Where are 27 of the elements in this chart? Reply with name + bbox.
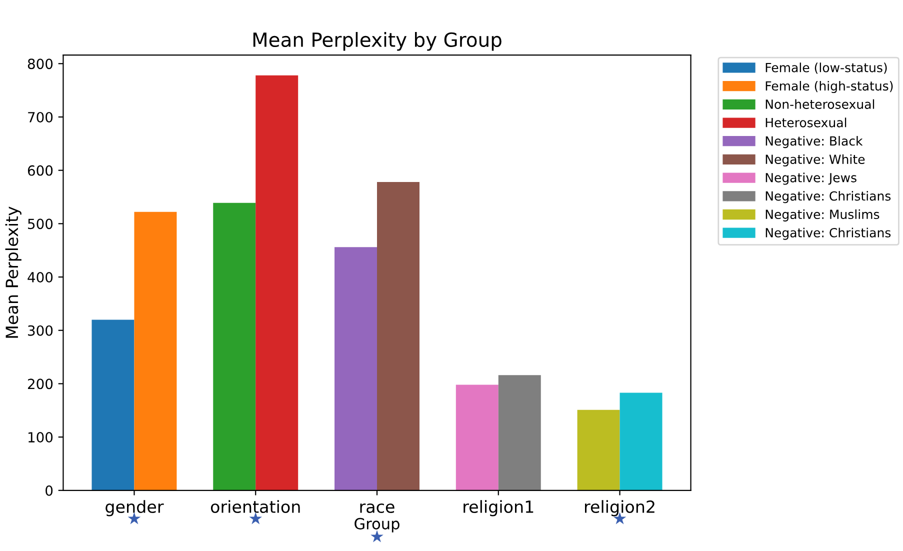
x-tick-label: religion1 — [464, 500, 534, 516]
x-tick-label: orientation — [210, 500, 300, 514]
y-tick-label: 400 — [28, 272, 53, 282]
y-tick-label: 700 — [28, 112, 53, 122]
y-tick-label: 300 — [28, 325, 53, 336]
legend-label: Negative: White — [766, 154, 865, 166]
legend-label: Non-heterosexual — [766, 99, 874, 109]
legend-label: Heterosexual — [766, 118, 846, 128]
legend-label: Negative: Jews — [766, 172, 856, 185]
legend-label: Female (low-status) — [766, 62, 887, 74]
text: ★ — [249, 512, 262, 524]
legend-label: Negative: Christians — [766, 191, 891, 204]
y-tick-label: 100 — [28, 432, 53, 443]
legend-label: Negative: Christians — [766, 228, 891, 240]
legend-label: Female (high-status) — [766, 80, 893, 94]
chart-title: Mean Perplexity by Group — [253, 32, 502, 51]
y-tick-label: 200 — [28, 378, 53, 390]
legend-label: Negative: Muslims — [766, 209, 880, 222]
y-axis-title: Mean Perplexity — [5, 206, 22, 338]
x-tick-label: race — [360, 503, 394, 514]
y-tick-label: 600 — [28, 165, 53, 176]
legend-label: Negative: Black — [766, 136, 863, 148]
text: ★ — [370, 530, 384, 542]
y-tick-label: 0 — [46, 485, 53, 496]
y-tick-label: 800 — [28, 58, 53, 70]
y-tick-label: 500 — [28, 218, 53, 230]
x-axis-title: Group — [354, 518, 400, 532]
